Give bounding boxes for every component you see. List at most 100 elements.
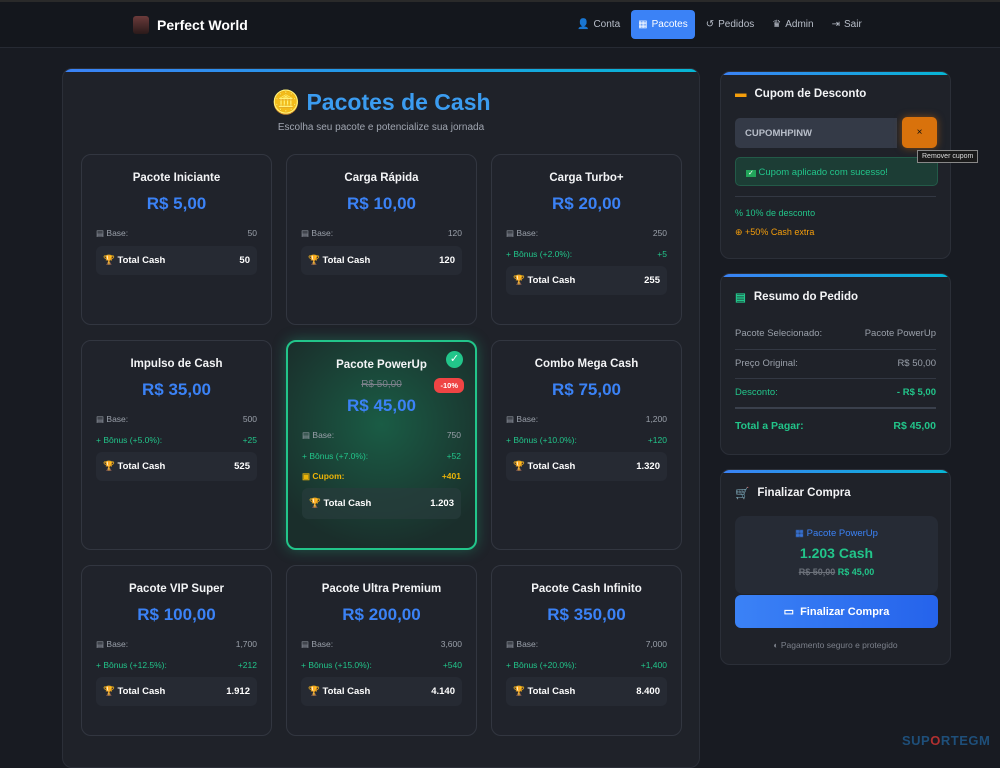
label: Preço Original: [735,358,798,369]
value: 1,700 [235,639,257,649]
coupon-row: ▣ Cupom: +401 [302,471,461,482]
summary-row-total: Total a Pagar: R$ 45,00 [735,420,936,432]
summary-row-package: Pacote Selecionado: Pacote PowerUp [735,328,936,339]
coins-icon: ▤ [506,228,517,238]
summary-panel: ▤ Resumo do Pedido Pacote Selecionado: Pac… [720,273,951,455]
value: 120 [447,228,462,238]
bonus-row: + Bônus (+7.0%): +52 [302,451,461,461]
bonus-row: + Bônus (+12.5%): +212 [96,660,257,670]
package-card[interactable]: Pacote VIP Super R$ 100,00 ▤ Base: 1,700 + B… [81,565,272,736]
coins-icon: 🪙 [271,89,307,115]
package-card[interactable]: Impulso de Cash R$ 35,00 ▤ Base: 500 + Bônus… [81,340,272,550]
nav-pedidos[interactable]: ↺ Pedidos [699,10,762,38]
discount-perk: % 10% de desconto [735,208,815,218]
old-price: R$ 50,00 [361,379,402,390]
nav-sair[interactable]: ⇥ Sair [825,10,869,38]
package-card[interactable]: Pacote Ultra Premium R$ 200,00 ▤ Base: 3,60… [286,565,477,736]
label: Bônus (+12.5%): [103,660,167,670]
coins-icon: ▤ [302,430,313,440]
base-row: ▤ Base: 500 [96,414,257,425]
value: +212 [237,660,257,670]
value: 1.912 [226,686,250,697]
bonus-row: + Bônus (+15.0%): +540 [301,660,462,670]
divider [735,349,936,350]
package-name: Carga Rápida [344,172,419,184]
package-card[interactable]: Carga Rápida R$ 10,00 ▤ Base: 120 🏆 Total Ca… [286,154,477,325]
label: Total Cash [117,686,166,697]
package-card[interactable]: Pacote Iniciante R$ 5,00 ▤ Base: 50 🏆 Total … [81,154,272,325]
label: Bônus (+7.0%): [309,451,369,461]
value: +540 [442,660,462,670]
value: +5 [657,249,667,259]
nav-label: Admin [785,18,814,30]
bonus-row: + Bônus (+20.0%): +1,400 [506,660,667,670]
credit-card-icon: ▭ [783,606,795,618]
package-price: R$ 5,00 [146,194,207,213]
base-row: ▤ Base: 1,700 [96,639,257,650]
value: +120 [647,435,667,445]
check-icon: ✓ [746,170,756,177]
package-name: Pacote PowerUp [806,528,878,539]
ticket-icon: ▬ [735,88,747,100]
discount-text: 10% de desconto [745,208,816,218]
finalize-purchase-button[interactable]: ▭ Finalizar Compra [735,595,938,628]
package-card[interactable]: Carga Turbo+ R$ 20,00 ▤ Base: 250 + Bônus (+… [491,154,682,325]
label: Total Cash [322,686,371,697]
value: 1,200 [645,414,667,424]
coins-icon: ▤ [96,228,107,238]
divider [735,378,936,379]
base-row: ▤ Base: 1,200 [506,414,667,425]
value: 120 [439,255,455,266]
value: +1,400 [640,660,667,670]
coupon-panel: ▬ Cupom de Desconto CUPOMHPINW × ✓ Cupom … [720,71,951,259]
value: 50 [247,228,257,238]
trophy-icon: 🏆 [308,255,323,266]
summary-row-discount: Desconto: - R$ 5,00 [735,387,936,398]
base-row: ▤ Base: 250 [506,228,667,239]
checkout-cash: 1.203 Cash [799,545,874,561]
nav-conta[interactable]: 👤 Conta [570,10,627,38]
label: Total Cash [117,255,166,266]
nav-admin[interactable]: ♛ Admin [765,10,820,38]
value: 8.400 [636,686,660,697]
remove-coupon-button[interactable]: × [902,117,937,148]
package-card[interactable]: Combo Mega Cash R$ 75,00 ▤ Base: 1,200 + Bôn… [491,340,682,550]
label: Bônus (+10.0%): [513,435,577,445]
coupon-input[interactable]: CUPOMHPINW [735,118,897,148]
package-name: Carga Turbo+ [549,172,624,184]
label: Bônus (+20.0%): [513,660,577,670]
brand-name: Perfect World [157,17,248,33]
total-cash: 🏆 Total Cash 120 [301,246,462,275]
package-card[interactable]: Pacote Cash Infinito R$ 350,00 ▤ Base: 7,00… [491,565,682,736]
brand[interactable]: Perfect World [133,16,248,34]
page-title: 🪙 Pacotes de Cash [63,89,699,116]
checkout-price: R$ 50,00 R$ 45,00 [735,567,938,577]
label: Total Cash [117,461,166,472]
secure-text: Pagamento seguro e protegido [780,640,898,650]
label: Base: [311,228,334,238]
value: +52 [446,451,461,461]
bonus-row: + Bônus (+2.0%): +5 [506,249,667,259]
bonus-row: + Bônus (+5.0%): +25 [96,435,257,445]
nav-pacotes[interactable]: ▦ Pacotes [631,10,695,39]
coins-icon: ▤ [506,414,517,424]
package-price: R$ 10,00 [347,194,416,213]
package-price: R$ 75,00 [552,380,621,399]
coins-icon: ▤ [96,639,107,649]
package-card[interactable]: Pacote PowerUp ✓ -10% R$ 50,00 R$ 45,00 ▤ Bas… [286,340,477,550]
label: Base: [516,639,539,649]
coins-icon: ▤ [301,228,312,238]
label: Desconto: [735,387,778,398]
label: Total Cash [527,275,576,286]
summary-row-original: Preço Original: R$ 50,00 [735,358,936,369]
navbar: Perfect World 👤 Conta ▦ Pacotes ↺ Pedidos ♛ Adm… [0,0,1000,48]
total-cash: 🏆 Total Cash 4.140 [301,677,462,706]
label: Total Cash [527,461,576,472]
base-row: ▤ Base: 50 [96,228,257,239]
new-price: R$ 45,00 [837,567,875,577]
label: Total Cash [323,498,372,509]
nav-label: Pacotes [651,19,688,30]
total-cash: 🏆 Total Cash 1.203 [302,488,461,519]
value: R$ 45,00 [893,420,936,432]
coupon-title: Cupom de Desconto [754,88,867,100]
